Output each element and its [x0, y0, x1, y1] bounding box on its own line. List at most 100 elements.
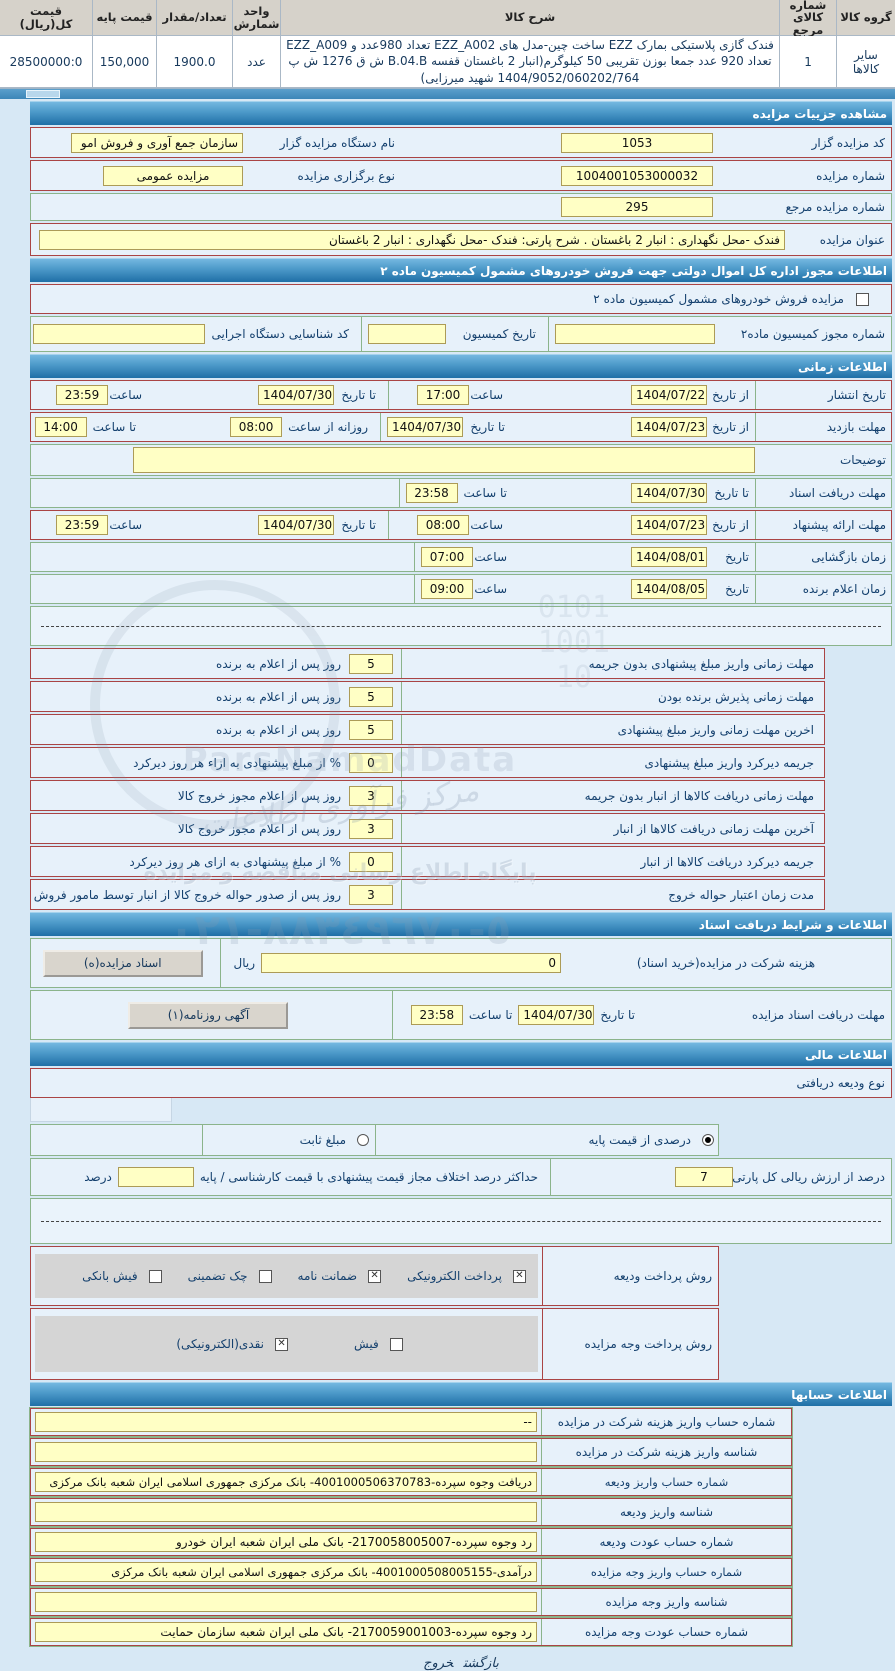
winner-announce-row: زمان اعلام برنده تاریخ 1404/08/05 ساعت 0… [30, 574, 892, 604]
col-header-description: شرح کالا [280, 0, 779, 36]
deadline-value-field[interactable]: 3 [349, 884, 393, 905]
payment-methods-label: روش پرداخت وجه مزایده [542, 1309, 718, 1379]
agency-name-field[interactable]: سازمان جمع آوری و فروش امو [71, 132, 243, 153]
commission-date-field[interactable] [368, 324, 446, 344]
max-diff-label: حداکثر درصد اختلاف مجاز قیمت پیشنهادی با… [199, 1170, 538, 1184]
account-field[interactable]: رد وجوه سپرده-2170059001003- بانک ملی ای… [35, 1622, 537, 1642]
back-link[interactable]: بازگشت [463, 1656, 499, 1671]
deadline-row: مهلت زمانی پذیرش برنده بودن 5 روز پس از … [30, 681, 825, 712]
winner-time-field[interactable]: 09:00 [421, 579, 473, 599]
to-time-label: تا ساعت [463, 486, 507, 500]
opening-date-field[interactable]: 1404/08/01 [631, 547, 707, 567]
auctioneer-code-field[interactable]: 1053 [561, 132, 713, 153]
account-field[interactable]: -- [35, 1412, 537, 1432]
details-row-1: کد مزایده گزار 1053 نام دستگاه مزایده گز… [30, 127, 892, 158]
notes-field[interactable] [133, 447, 755, 473]
account-label: شناسه واریز ودیعه [541, 1499, 791, 1525]
checkbox-guarantee-letter[interactable] [368, 1269, 382, 1283]
account-row: شماره حساب واریز وجه مزایده درآمدی-40010… [30, 1558, 792, 1586]
to-time-label: تا ساعت [92, 420, 137, 434]
table-row: سایر کالاها 1 فندک گازی پلاستیکی بمارک E… [0, 36, 895, 88]
publish-to-time-field[interactable]: 23:59 [56, 385, 108, 405]
checkbox-label: پرداخت الکترونیکی [407, 1269, 502, 1283]
auction-no-field[interactable]: 1004001053000032 [561, 165, 713, 186]
offer-from-date-field[interactable]: 1404/07/23 [631, 515, 707, 535]
item-table-header: گروه کالا شماره کالای مرجع شرح کالا واحد… [0, 0, 895, 36]
deadline-row: اخرین مهلت زمانی واریز مبلغ پیشنهادی 5 ر… [30, 714, 825, 745]
offer-to-time-field[interactable]: 23:59 [56, 515, 108, 535]
visit-from-date-field[interactable]: 1404/07/23 [631, 417, 707, 437]
commission-checkbox[interactable] [856, 292, 869, 306]
deadline-suffix: % از مبلغ پیشنهادی به ازاء هر روز دیرکرد [133, 755, 341, 770]
account-field[interactable] [35, 1592, 537, 1612]
visit-deadline-label: مهلت بازدید [755, 413, 891, 441]
publish-from-date-field[interactable]: 1404/07/22 [631, 385, 707, 405]
item-description: فندک گازی پلاستیکی بمارک EZZ ساخت چین-مد… [280, 36, 779, 88]
deadline-value-field[interactable]: 0 [349, 851, 393, 872]
deposit-type-row: نوع ودیعه دریافتی [30, 1068, 892, 1098]
newspaper-ad-button[interactable]: آگهی روزنامه(۱) [128, 1001, 289, 1029]
offer-from-time-field[interactable]: 08:00 [417, 515, 469, 535]
doc-deadline-date-field[interactable]: 1404/07/30 [631, 483, 707, 503]
deposit-type-radio-row: درصدی از قیمت پایه مبلغ ثابت [30, 1124, 719, 1156]
deadline-label: مدت زمان اعتبار حواله خروج [401, 880, 824, 909]
doc-fee-field[interactable]: 0 [261, 953, 561, 973]
account-field[interactable]: دریافت وجوه سپرده-4001000506370783- بانک… [35, 1472, 537, 1492]
deadline-value-field[interactable]: 5 [349, 686, 393, 707]
item-group: سایر کالاها [836, 36, 895, 88]
checkbox-certified-cheque[interactable] [258, 1269, 272, 1283]
col-header-base-price: قیمت پایه [92, 0, 156, 36]
radio-fixed-amount[interactable] [357, 1134, 369, 1146]
hscrollbar-thumb[interactable] [26, 90, 60, 98]
publish-from-time-field[interactable]: 17:00 [417, 385, 469, 405]
account-field[interactable]: درآمدی-4001000508005155- بانک مرکزی جمهو… [35, 1562, 537, 1582]
winner-announce-label: زمان اعلام برنده [755, 575, 891, 603]
deadline-value-field[interactable]: 0 [349, 752, 393, 773]
account-field[interactable]: رد وجوه سپرده-2170058005007- بانک ملی ای… [35, 1532, 537, 1552]
account-field[interactable] [35, 1502, 537, 1522]
visit-daily-from-field[interactable]: 08:00 [230, 417, 283, 437]
doc-deadline2-row: مهلت دریافت اسناد مزایده تا تاریخ 1404/0… [30, 990, 892, 1040]
visit-to-date-field[interactable]: 1404/07/30 [387, 417, 463, 437]
time-label: ساعت [474, 550, 507, 564]
commission-agency-id-field[interactable] [33, 324, 205, 344]
payment-methods-panel: فیش نقدی(الکترونیکی) [35, 1316, 538, 1372]
checkbox-label: ضمانت نامه [297, 1269, 358, 1283]
opening-time-row: زمان بازگشایی تاریخ 1404/08/01 ساعت 07:0… [30, 542, 892, 572]
deadline-value-field[interactable]: 5 [349, 653, 393, 674]
account-label: شماره حساب عودت ودیعه [541, 1529, 791, 1555]
radio-percent-of-base[interactable] [702, 1134, 714, 1146]
doc-deadline2-time-field[interactable]: 23:58 [410, 1005, 463, 1025]
ref-no-field[interactable]: 295 [561, 197, 713, 217]
max-diff-field[interactable] [117, 1167, 194, 1187]
to-time-label: تا ساعت [468, 1008, 513, 1022]
auction-title-field[interactable]: فندک -محل نگهداری : انبار 2 باغستان . شر… [39, 229, 785, 250]
col-header-group: گروه کالا [836, 0, 895, 36]
deadline-value-field[interactable]: 5 [349, 719, 393, 740]
commission-permit-no-field[interactable] [555, 324, 715, 344]
doc-deadline2-date-field[interactable]: 1404/07/30 [518, 1005, 595, 1025]
deadline-value-field[interactable]: 3 [349, 785, 393, 806]
checkbox-cash-electronic[interactable] [275, 1337, 289, 1351]
auctioneer-code-label: کد مزایده گزار [811, 135, 885, 150]
account-field[interactable] [35, 1442, 537, 1462]
auction-type-field[interactable]: مزایده عمومی [103, 165, 243, 186]
table-hscrollbar[interactable] [0, 89, 895, 99]
opening-time-field[interactable]: 07:00 [421, 547, 473, 567]
doc-deadline-label: مهلت دریافت اسناد [755, 479, 891, 507]
doc-deadline-time-field[interactable]: 23:58 [405, 483, 458, 503]
auction-docs-button[interactable]: اسناد مزایده(ه) [42, 949, 203, 977]
checkbox-electronic-payment[interactable] [513, 1269, 526, 1283]
notes-row: توضیحات [30, 444, 892, 476]
offer-to-date-field[interactable]: 1404/07/30 [258, 515, 334, 535]
from-date-label: از تاریخ [712, 420, 749, 434]
deadline-suffix: روز پس از اعلام مجوز خروج کالا [177, 788, 341, 803]
checkbox-bank-slip[interactable] [148, 1269, 162, 1283]
winner-date-field[interactable]: 1404/08/05 [631, 579, 707, 599]
checkbox-slip[interactable] [389, 1337, 403, 1351]
publish-to-date-field[interactable]: 1404/07/30 [258, 385, 334, 405]
percent-field[interactable]: 7 [675, 1167, 733, 1187]
visit-to-time-field[interactable]: 14:00 [34, 417, 87, 437]
exit-link[interactable]: خروج [423, 1656, 454, 1671]
deadline-value-field[interactable]: 3 [349, 818, 393, 839]
